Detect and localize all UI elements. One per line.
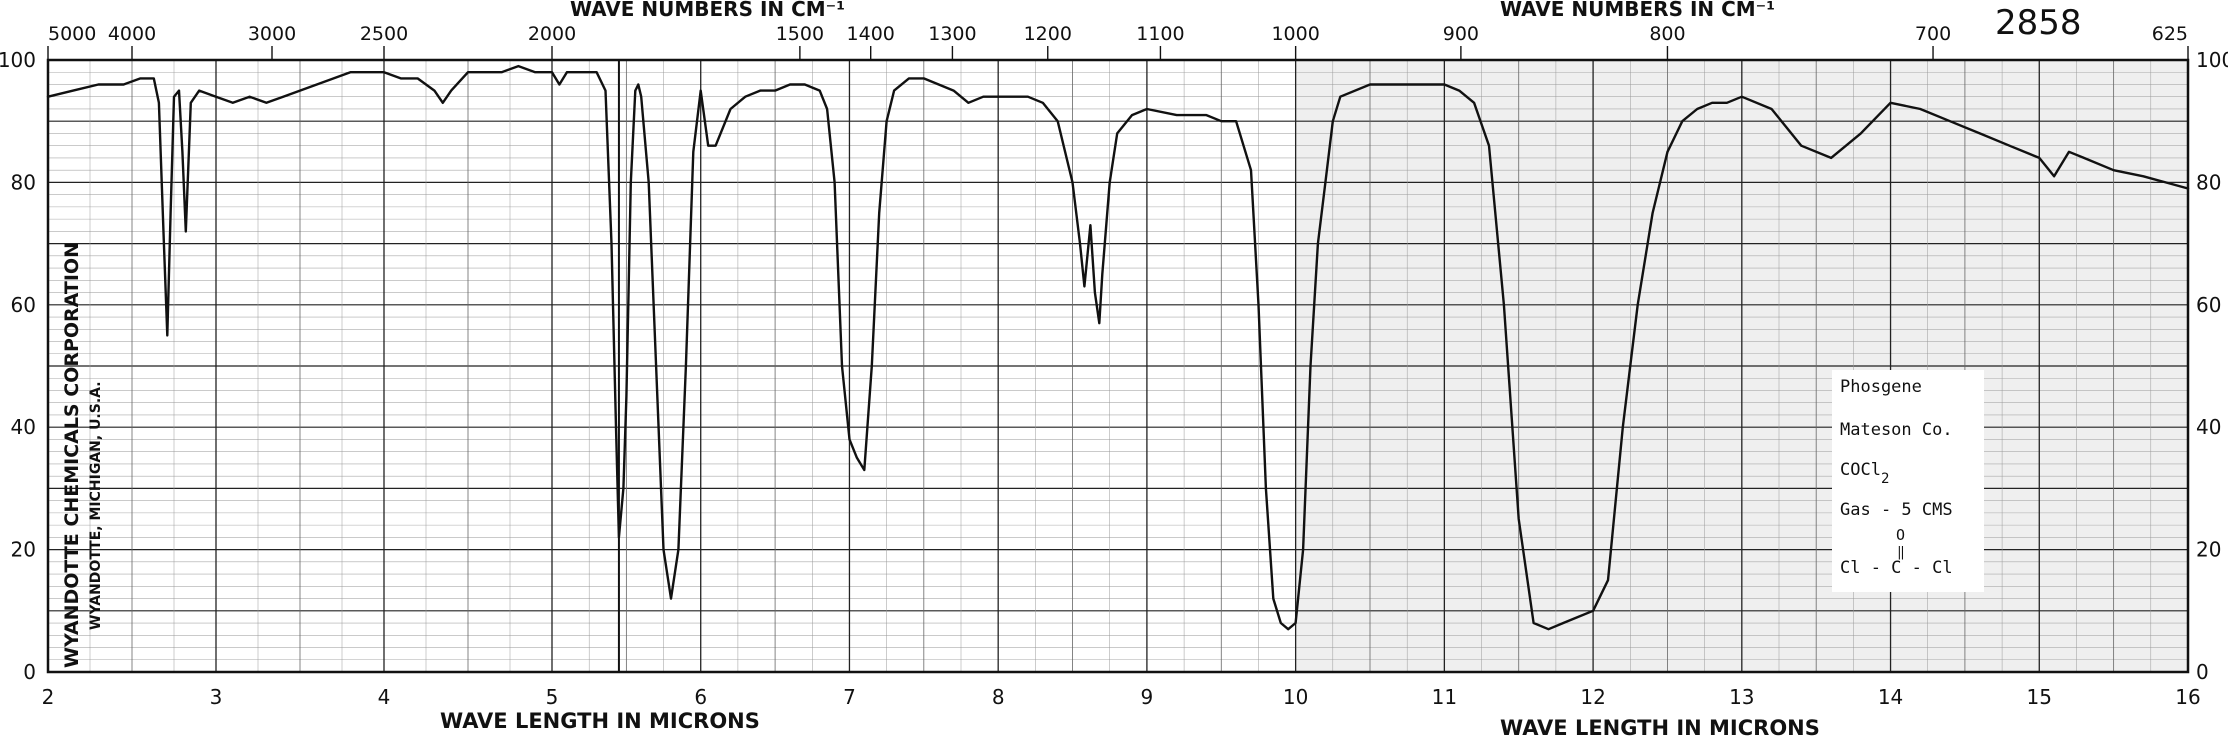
sample-info-box: Phosgene Mateson Co. COCl2 Gas - 5 CMS O… <box>1832 370 1984 592</box>
sample-info-background <box>1832 370 1984 592</box>
bottom-axis-label-left: WAVE LENGTH IN MICRONS <box>440 709 760 733</box>
structure-oxygen: O <box>1896 526 1905 544</box>
structure-double-bond: ‖ <box>1897 545 1905 560</box>
corporation-name: WYANDOTTE CHEMICALS CORPORATION <box>61 242 83 668</box>
bottom-axis-label-right: WAVE LENGTH IN MICRONS <box>1500 716 1820 739</box>
plot-frame <box>46 58 2190 674</box>
y-tick-label-left: 100 <box>0 48 36 72</box>
x-tick-label-micron: 16 <box>2175 685 2200 709</box>
y-tick-label-right: 20 <box>2196 538 2221 562</box>
y-tick-label-right: 60 <box>2196 293 2221 317</box>
wavenumber-tick-label: 2000 <box>528 23 576 45</box>
x-tick-label-micron: 15 <box>2027 685 2052 709</box>
sample-formula-base: COCl <box>1840 460 1881 480</box>
axis-ticks: 2 3 4 5 6 7 8 9 10 11 12 13 14 15 16020406080100020406… <box>0 23 2228 709</box>
wavenumber-tick-label: 1000 <box>1271 23 1319 45</box>
y-tick-label-left: 60 <box>11 293 36 317</box>
y-tick-label-left: 80 <box>11 170 36 194</box>
x-tick-label-micron: 7 <box>843 685 856 709</box>
x-tick-label-micron: 9 <box>1141 685 1154 709</box>
wavenumber-tick-label: 1200 <box>1024 23 1072 45</box>
sample-conditions: Gas - 5 CMS <box>1840 500 1953 520</box>
y-tick-label-right: 100 <box>2196 48 2228 72</box>
transmittance-curve <box>46 64 2190 631</box>
chart-number: 2858 <box>1995 3 2082 43</box>
x-tick-label-micron: 11 <box>1432 685 1457 709</box>
wavenumber-tick-label: 1500 <box>776 23 824 45</box>
x-tick-label-micron: 4 <box>378 685 391 709</box>
corporation-address: WYANDOTTE, MICHIGAN, U.S.A. <box>88 381 104 630</box>
x-tick-label-micron: 10 <box>1283 685 1308 709</box>
wavenumber-tick-label: 1300 <box>928 23 976 45</box>
structure-formula: Cl - C - Cl <box>1840 558 1953 578</box>
x-tick-label-micron: 12 <box>1580 685 1605 709</box>
top-axis-label-right: WAVE NUMBERS IN CM⁻¹ <box>1500 0 1775 21</box>
x-tick-label-micron: 3 <box>210 685 223 709</box>
x-tick-label-micron: 6 <box>694 685 707 709</box>
y-tick-label-right: 80 <box>2196 170 2221 194</box>
top-axis-label-left: WAVE NUMBERS IN CM⁻¹ <box>570 0 845 21</box>
wavenumber-tick-label: 3000 <box>248 23 296 45</box>
wavenumber-tick-label: 800 <box>1649 23 1685 45</box>
wavenumber-tick-label: 1400 <box>847 23 895 45</box>
wavenumber-tick-label: 2500 <box>360 23 408 45</box>
x-tick-label-micron: 8 <box>992 685 1005 709</box>
sample-supplier: Mateson Co. <box>1840 420 1953 440</box>
wavenumber-tick-label: 4000 <box>108 23 156 45</box>
wavenumber-tick-label: 700 <box>1915 23 1951 45</box>
sample-name: Phosgene <box>1840 377 1922 397</box>
x-tick-label-micron: 13 <box>1729 685 1754 709</box>
x-tick-label-micron: 14 <box>1878 685 1903 709</box>
y-tick-label-left: 40 <box>11 415 36 439</box>
x-tick-label-micron: 5 <box>546 685 559 709</box>
wavenumber-tick-label: 1100 <box>1136 23 1184 45</box>
wavenumber-tick-label: 5000 <box>48 23 96 45</box>
y-tick-label-left: 0 <box>23 660 36 684</box>
y-tick-label-right: 40 <box>2196 415 2221 439</box>
wavenumber-tick-label: 900 <box>1443 23 1479 45</box>
transmittance-curves <box>46 64 2190 631</box>
wavenumber-tick-label: 625 <box>2152 23 2188 45</box>
sample-formula: COCl2 <box>1840 460 1889 487</box>
x-tick-label-micron: 2 <box>42 685 55 709</box>
grid <box>47 59 2189 673</box>
y-tick-label-left: 20 <box>11 538 36 562</box>
y-tick-label-right: 0 <box>2196 660 2209 684</box>
sample-formula-subscript: 2 <box>1881 471 1889 487</box>
